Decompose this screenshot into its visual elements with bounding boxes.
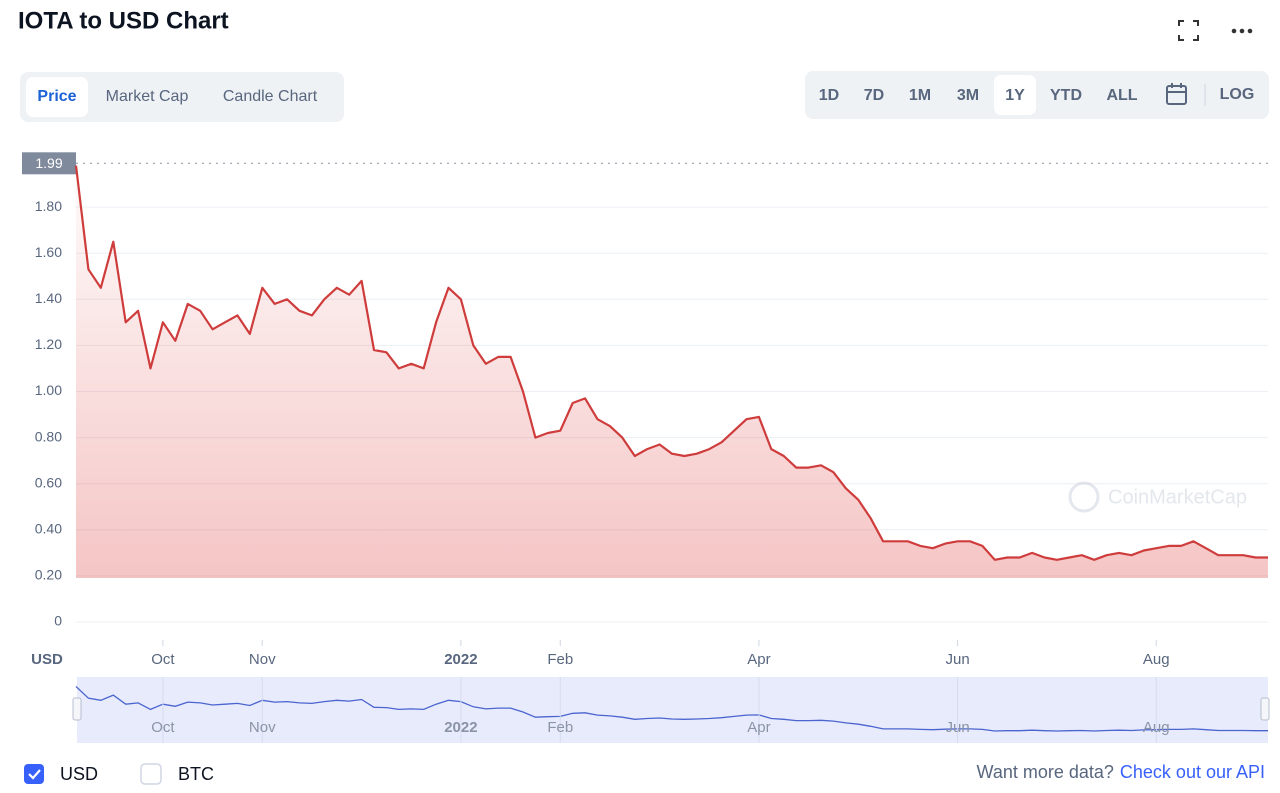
x-tick-label: Feb bbox=[547, 651, 573, 668]
log-button[interactable]: LOG bbox=[1220, 86, 1255, 103]
x-tick-label: Jun bbox=[945, 651, 969, 668]
y-tick-label: 0 bbox=[54, 613, 62, 629]
navigator-handle[interactable] bbox=[72, 697, 82, 721]
x-tick-label: Nov bbox=[249, 651, 276, 668]
range-button[interactable]: ALL bbox=[1106, 87, 1137, 104]
navigator-label: Oct bbox=[151, 719, 175, 736]
navigator-label: Jun bbox=[945, 719, 969, 736]
checkmark bbox=[28, 769, 41, 780]
legend-label: BTC bbox=[178, 764, 214, 784]
watermark-logo bbox=[1068, 481, 1100, 513]
tab[interactable]: Candle Chart bbox=[223, 88, 318, 105]
tab[interactable]: Price bbox=[37, 88, 76, 105]
tab-active-bg bbox=[26, 77, 88, 117]
tab-group bbox=[20, 72, 344, 122]
range-group bbox=[805, 71, 1269, 119]
chart-title: IOTA to USD Chart bbox=[18, 7, 229, 34]
navigator-bg bbox=[77, 677, 1268, 743]
navigator-label: Apr bbox=[747, 719, 770, 736]
api-link[interactable]: Check out our API bbox=[1120, 762, 1265, 782]
range-active-bg bbox=[994, 75, 1036, 115]
y-axis-label: USD bbox=[31, 651, 63, 668]
x-tick-label: Oct bbox=[151, 651, 175, 668]
calendar-icon[interactable] bbox=[1166, 83, 1187, 105]
area-fill bbox=[76, 165, 1268, 578]
range-button[interactable]: 3M bbox=[957, 87, 979, 104]
navigator-label: Aug bbox=[1143, 719, 1170, 736]
watermark: CoinMarketCap bbox=[1108, 486, 1247, 508]
y-tick-label: 1.00 bbox=[35, 382, 62, 398]
checkbox[interactable] bbox=[140, 763, 162, 785]
tab[interactable]: Market Cap bbox=[106, 88, 189, 105]
y-tick-label: 0.60 bbox=[35, 474, 62, 490]
y-tick-label: 1.60 bbox=[35, 244, 62, 260]
highlight-bg bbox=[22, 152, 76, 175]
navigator-label: Nov bbox=[249, 719, 276, 736]
range-button[interactable]: YTD bbox=[1050, 87, 1082, 104]
range-button[interactable]: 1Y bbox=[1005, 87, 1025, 104]
fullscreen-icon[interactable] bbox=[1178, 20, 1199, 41]
navigator-label: Feb bbox=[547, 719, 573, 736]
y-tick-label: 0.40 bbox=[35, 521, 62, 537]
range-button[interactable]: 1M bbox=[909, 87, 931, 104]
x-tick-label: Apr bbox=[747, 651, 770, 668]
navigator-label: 2022 bbox=[444, 719, 477, 736]
api-prompt: Want more data? bbox=[977, 762, 1114, 782]
price-line bbox=[74, 165, 1268, 561]
y-tick-label: 1.20 bbox=[35, 336, 62, 352]
x-tick-label: 2022 bbox=[444, 651, 477, 668]
y-tick-label: 1.80 bbox=[35, 198, 62, 214]
range-button[interactable]: 7D bbox=[864, 87, 884, 104]
y-tick-label: 0.20 bbox=[35, 567, 62, 583]
more-icon[interactable] bbox=[1231, 28, 1253, 34]
navigator-line bbox=[75, 686, 1268, 732]
navigator-handle[interactable] bbox=[1260, 697, 1270, 721]
range-button[interactable]: 1D bbox=[819, 87, 839, 104]
legend-label: USD bbox=[60, 764, 98, 784]
y-tick-label: 1.40 bbox=[35, 290, 62, 306]
highlight-label: 1.99 bbox=[35, 155, 62, 171]
x-tick-label: Aug bbox=[1143, 651, 1170, 668]
checkbox-checked[interactable] bbox=[24, 764, 44, 784]
y-tick-label: 0.80 bbox=[35, 428, 62, 444]
